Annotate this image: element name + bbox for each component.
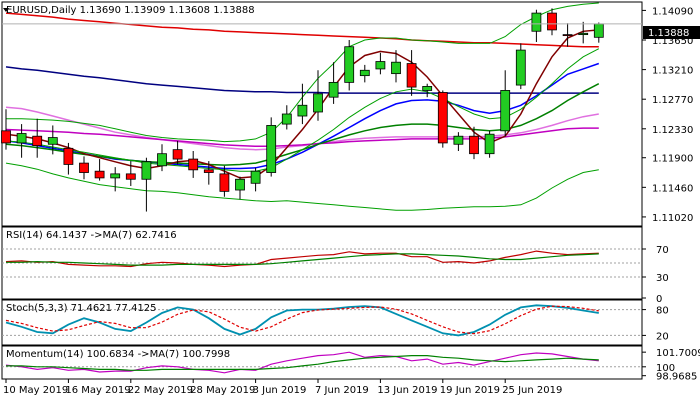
current-price-label: 1.13888 <box>648 28 689 39</box>
y-tick-label: 20 <box>656 331 669 342</box>
candle-body <box>328 81 339 98</box>
candle-body <box>578 32 589 36</box>
stoch-indicator: 80 20 <box>2 304 669 342</box>
x-tick-label: 19 Jun 2019 <box>440 385 500 396</box>
candle-body <box>313 93 323 113</box>
candle-body <box>359 69 370 77</box>
main-panel <box>1 1 643 227</box>
y-tick-label: 101.7009 <box>656 348 700 359</box>
candle-body <box>593 23 604 38</box>
candle-body <box>141 161 152 180</box>
main-candles <box>1 8 604 212</box>
main-y-axis: 1.14090 1.13650 1.13210 1.12770 1.12330 1.119… <box>642 6 693 224</box>
y-tick-label: 80 <box>656 306 669 317</box>
candle-body <box>500 90 511 132</box>
candle-body <box>391 61 401 75</box>
candle-body <box>157 153 167 167</box>
candle-body <box>281 113 292 125</box>
candle-body <box>79 162 89 173</box>
candle-body <box>235 178 245 191</box>
current-price-tag <box>643 26 700 39</box>
series-k <box>5 304 599 337</box>
y-tick-label: 98.9685 <box>656 372 697 383</box>
momentum-label: Momentum(14) 100.6834 ->MA(7) 100.7998 <box>6 349 230 360</box>
x-tick-label: 3 Jun 2019 <box>253 385 307 396</box>
y-tick-label: 1.11460 <box>652 183 693 194</box>
candle-body <box>172 149 183 160</box>
candle-body <box>453 135 464 145</box>
x-tick-label: 7 Jun 2019 <box>315 385 369 396</box>
y-tick-label: 1.12770 <box>652 95 693 106</box>
candle-body <box>375 61 386 70</box>
x-tick-label: 13 Jun 2019 <box>377 385 437 396</box>
candle-body <box>125 173 136 180</box>
y-tick-label: 30 <box>656 273 669 284</box>
series-d <box>5 305 599 335</box>
x-tick-label: 28 May 2019 <box>190 385 255 396</box>
candle-body <box>406 63 417 88</box>
candle-body <box>531 12 542 32</box>
line-red <box>5 12 599 48</box>
y-tick-label: 100 <box>656 363 675 374</box>
y-tick-label: 70 <box>656 245 669 256</box>
series-ma <box>6 355 599 371</box>
candle-body <box>515 49 526 86</box>
line-magenta <box>5 127 599 148</box>
momentum-panel <box>1 345 643 380</box>
candle-body <box>94 170 105 179</box>
candle-body <box>344 46 355 83</box>
candle-body <box>297 104 308 117</box>
line-maroon <box>5 29 599 179</box>
main-indicator-lines <box>5 2 600 211</box>
y-tick-label: 1.13650 <box>652 36 693 47</box>
x-tick-label: 22 May 2019 <box>128 385 193 396</box>
title-arrow-icon <box>3 8 9 12</box>
candle-body <box>16 133 27 144</box>
candle-body <box>219 173 230 192</box>
candle-body <box>562 34 573 37</box>
rsi-indicator: 70 30 0 <box>2 245 669 305</box>
candle-body <box>469 135 479 155</box>
candle-body <box>422 86 433 91</box>
y-tick-label: 1.13210 <box>652 66 693 77</box>
stoch-label: Stoch(5,3,3) 71.4621 77.4125 <box>6 303 157 314</box>
y-tick-label: 1.11900 <box>652 154 693 165</box>
y-tick-label: 1.12330 <box>652 125 693 136</box>
y-tick-label: 1.11020 <box>652 213 693 224</box>
candle-body <box>47 137 58 145</box>
candle-body <box>1 130 11 144</box>
line-bb_lower <box>5 162 599 211</box>
series-ma <box>6 253 599 266</box>
series-mom <box>5 351 599 374</box>
line-bb_mid <box>5 48 600 172</box>
x-tick-label: 25 Jun 2019 <box>502 385 562 396</box>
y-tick-label: 1.14090 <box>652 6 693 17</box>
candle-body <box>188 158 199 171</box>
candle-body <box>547 12 557 31</box>
candle-body <box>63 147 74 165</box>
candle-body <box>266 125 277 173</box>
candle-body <box>32 135 43 147</box>
x-tick-label: 10 May 2019 <box>3 385 68 396</box>
series-rsi <box>5 250 599 268</box>
rsi-label: RSI(14) 64.1437 ->MA(7) 62.7416 <box>6 230 177 241</box>
candle-body <box>437 92 448 144</box>
x-tick-label: 16 May 2019 <box>65 385 130 396</box>
candle-body <box>250 170 261 184</box>
candle-body <box>203 169 214 173</box>
candle-body <box>484 133 495 155</box>
candle-body <box>110 173 121 179</box>
chart-title: EURUSD,Daily 1.13690 1.13909 1.13608 1.1… <box>6 5 255 16</box>
y-tick-label: 0 <box>656 294 662 305</box>
